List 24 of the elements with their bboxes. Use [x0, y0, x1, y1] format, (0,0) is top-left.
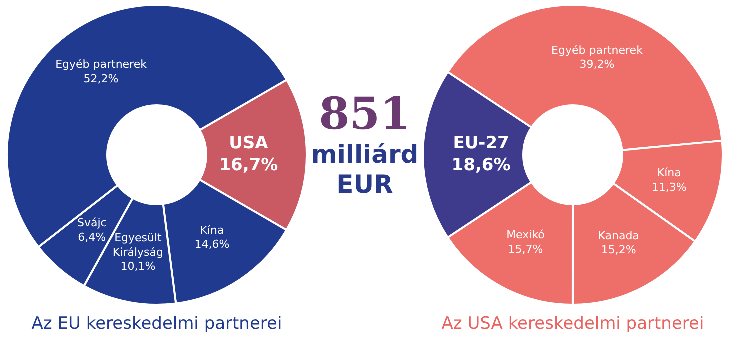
data-label: 16,7%: [219, 156, 278, 176]
slice-label: USA: [229, 133, 270, 154]
data-label: 52,2%: [84, 72, 119, 86]
slice-label: Egyesült Királyság: [112, 232, 164, 259]
slice-label: Svájc: [77, 216, 107, 230]
text: 851: [318, 89, 412, 140]
slice-label: Kanada: [598, 229, 640, 242]
data-label: 15,7%: [508, 242, 544, 256]
text: milliárd EUR: [310, 140, 420, 200]
data-label: 11,3%: [652, 180, 687, 194]
data-label: 10,1%: [120, 260, 156, 274]
data-label: 14,6%: [194, 238, 230, 252]
slice-label: Egyéb partnerek: [552, 44, 644, 57]
slice-label: EU-27: [453, 133, 510, 154]
data-label: 39,2%: [580, 58, 615, 72]
slice-label: Kína: [200, 224, 224, 237]
data-label: 15,2%: [601, 244, 636, 257]
slice-label: Kína: [657, 166, 682, 180]
text: Az EU kereskedelmi partnerei: [30, 314, 284, 334]
slice-label: Mexikó: [506, 228, 546, 242]
text: Az USA kereskedelmi partnerei: [440, 314, 706, 334]
slice-label: Egyéb partnerek: [56, 58, 148, 71]
data-label: 6,4%: [78, 230, 106, 244]
data-label: 18,6%: [452, 155, 511, 176]
